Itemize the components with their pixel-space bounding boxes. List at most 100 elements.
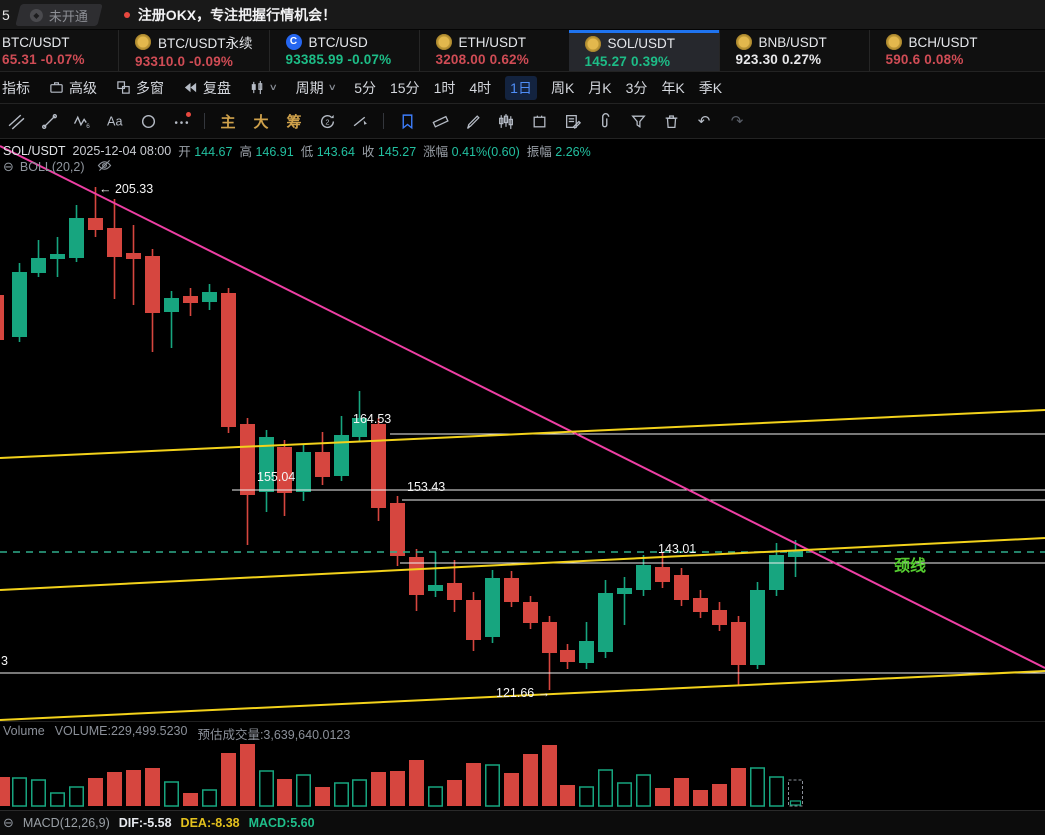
volume-bar-current — [789, 800, 802, 806]
wave-tool[interactable]: 6 — [72, 111, 92, 131]
period-1d-active[interactable]: 1日 — [505, 75, 537, 100]
ticker-tab-ethusdt[interactable]: ETH/USDT 3208.00 0.62% — [418, 30, 569, 71]
collapse-indicator-icon[interactable]: ⊖ — [3, 815, 14, 830]
volume-bar-up — [50, 792, 65, 807]
eye-off-icon[interactable] — [97, 159, 112, 175]
volume-bar-up — [202, 789, 217, 807]
chevron-down-icon: ∨ — [327, 82, 337, 92]
candle-body — [50, 254, 65, 259]
candle-body — [485, 578, 500, 637]
ticker-symbol: BTC/USD — [308, 34, 368, 50]
volume-bar-down — [145, 768, 160, 806]
period-week[interactable]: 周K — [550, 79, 575, 96]
candle-body — [315, 452, 330, 477]
redo-button[interactable]: ↷ — [730, 113, 744, 130]
candle-body — [579, 641, 594, 663]
chart-symbol: SOL/USDT — [3, 143, 66, 158]
candle-body — [183, 296, 198, 303]
replay-button[interactable]: 复盘 — [183, 78, 231, 98]
period-year[interactable]: 年K — [661, 79, 685, 96]
ticker-tab-bchusdt[interactable]: BCH/USDT 590.6 0.08% — [868, 30, 1019, 71]
divider — [383, 113, 384, 129]
volume-estimate: 预估成交量:3,639,640.0123 — [197, 728, 351, 742]
ruler-tool[interactable] — [430, 111, 450, 131]
more-tools-button[interactable] — [171, 111, 191, 131]
main-chart-button[interactable]: 主 — [220, 113, 236, 131]
candle-body — [447, 583, 462, 600]
candle-body — [712, 610, 727, 625]
ticker-price: 145.27 — [584, 53, 627, 69]
trendline-tool[interactable] — [39, 111, 59, 131]
ticker-tab-solusdt-selected[interactable]: SOL/USDT 145.27 0.39% — [568, 30, 719, 71]
brush-tool[interactable] — [463, 111, 483, 131]
magnet-line-tool[interactable] — [350, 111, 370, 131]
period-5m[interactable]: 5分 — [354, 79, 376, 96]
period-15m[interactable]: 15分 — [389, 79, 420, 96]
trend-line-yellow-upper[interactable] — [0, 409, 1045, 459]
volume-bar-down — [371, 772, 386, 806]
not-activated-badge[interactable]: ◆ 未开通 — [15, 3, 103, 26]
ticker-price: 923.30 — [735, 52, 778, 67]
candle-body — [542, 622, 557, 653]
chip-distribution-button[interactable]: 筹 — [286, 113, 302, 131]
candle-body — [750, 590, 765, 665]
text-tool[interactable]: Aa — [105, 111, 125, 131]
shape-circle-tool[interactable] — [138, 111, 158, 131]
candle-body — [12, 272, 27, 337]
candle-body — [655, 567, 670, 582]
okx-promo-link[interactable]: 注册OKX，专注把握行情机会！ — [123, 5, 336, 25]
cycle-dropdown[interactable]: 周期 ∨ — [295, 79, 337, 96]
multi-window-button[interactable]: 多窗 — [116, 78, 164, 98]
trend-line-yellow-lower[interactable] — [0, 670, 1045, 721]
downtrend-line-pink[interactable] — [0, 145, 1045, 669]
compare-candles-tool[interactable] — [496, 111, 516, 131]
ticker-tab-btcusdt[interactable]: BTC/USDT 65.31 -0.07% — [0, 30, 118, 71]
volume-bar-down — [655, 788, 670, 806]
candle-body — [371, 424, 386, 508]
candle-body — [145, 256, 160, 313]
divider — [204, 113, 205, 129]
candle-body — [69, 218, 84, 258]
indicator-button[interactable]: 指标 — [2, 79, 30, 96]
svg-text:6: 6 — [86, 122, 90, 129]
volume-bar-down — [390, 771, 405, 806]
boll-label: BOLL(20,2) — [19, 160, 85, 174]
ticker-price: 65.31 — [2, 51, 37, 67]
period-4h[interactable]: 4时 — [469, 79, 492, 96]
drawing-toolbar: 6 Aa 主 大 筹 2 ↶ ↷ — [0, 104, 1045, 139]
candle-body — [466, 600, 481, 640]
pane-divider — [0, 721, 1045, 722]
ticker-tab-btcusd[interactable]: C BTC/USD 93385.99 -0.07% — [268, 30, 419, 71]
refresh-2-button[interactable]: 2 — [317, 111, 337, 131]
period-1h[interactable]: 1时 — [433, 79, 456, 96]
candle-body — [126, 253, 141, 259]
chart-datetime: 2025-12-04 08:00 — [72, 143, 172, 158]
candle-body — [88, 218, 103, 230]
period-month[interactable]: 月K — [588, 79, 612, 96]
volume-bar-up — [598, 769, 613, 807]
undo-button[interactable]: ↶ — [697, 113, 711, 130]
volume-title: Volume — [3, 724, 45, 738]
large-chart-button[interactable]: 大 — [253, 113, 269, 131]
advanced-button[interactable]: 高级 — [49, 78, 97, 98]
volume-bar-up — [769, 776, 784, 807]
collapse-indicator-icon[interactable]: ⊖ — [3, 159, 14, 174]
trend-line-yellow-mid[interactable] — [0, 537, 1045, 591]
bookmark-tool[interactable] — [397, 111, 417, 131]
neckline-label[interactable]: 颈线 — [894, 556, 926, 575]
filter-tool[interactable] — [628, 111, 648, 131]
price-label-143: 143.01 — [658, 542, 696, 556]
chart-type-selector[interactable]: ∨ — [250, 80, 278, 95]
ticker-tab-btcusdt-perp[interactable]: BTC/USDT永续 93310.0 -0.09% — [118, 30, 269, 71]
edit-order-tool[interactable] — [562, 111, 582, 131]
delete-drawings-button[interactable] — [661, 111, 681, 131]
period-quarter[interactable]: 季K — [698, 79, 723, 96]
period-3m[interactable]: 3分 — [625, 79, 648, 96]
coin-icon — [735, 34, 752, 50]
ticker-tab-bnbusdt[interactable]: BNB/USDT 923.30 0.27% — [718, 30, 869, 71]
paperclip-tool[interactable] — [595, 111, 615, 131]
volume-bar-up — [579, 786, 594, 807]
lock-box-tool[interactable] — [529, 111, 549, 131]
multi-trendline-tool[interactable] — [6, 111, 26, 131]
